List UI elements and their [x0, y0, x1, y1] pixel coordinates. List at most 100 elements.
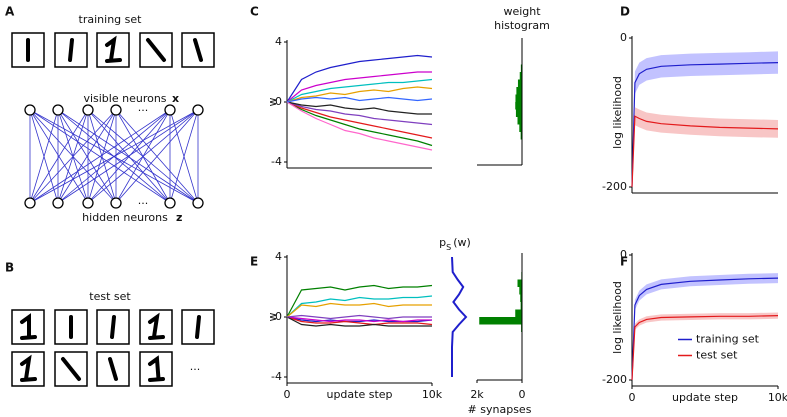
panel-label: E: [250, 255, 258, 269]
digit: [110, 315, 116, 339]
connection: [57, 109, 199, 204]
x-tick-label: 0: [629, 391, 636, 404]
chart-title: histogram: [494, 19, 550, 32]
band: [632, 312, 778, 380]
x-tick-label: 10k: [768, 391, 787, 404]
series-line: [286, 284, 433, 318]
digit: [108, 357, 118, 381]
chart-title: weight: [503, 5, 541, 18]
bar: [516, 87, 522, 95]
series-line: [286, 96, 433, 103]
hidden-symbol: z: [176, 211, 182, 224]
band: [632, 107, 778, 187]
series-line: [286, 101, 432, 115]
series-line: [631, 315, 779, 381]
visible-label: visible neurons: [83, 92, 166, 105]
legend-label: test set: [696, 349, 738, 362]
hidden-label: hidden neurons: [82, 211, 168, 224]
title-sub: S: [446, 243, 451, 252]
connection: [87, 109, 171, 204]
connection: [87, 109, 199, 204]
band: [632, 273, 778, 380]
legend-label: training set: [696, 333, 760, 346]
digit: [20, 354, 37, 382]
bar: [519, 287, 522, 295]
series-line: [286, 78, 433, 103]
neuron: [192, 104, 204, 116]
connection: [115, 109, 199, 204]
series-line: [286, 54, 433, 103]
neuron: [164, 197, 176, 209]
panel-label: D: [620, 5, 630, 19]
bar: [515, 102, 522, 110]
digit: [20, 313, 37, 340]
y-axis-label: w: [266, 313, 279, 322]
neuron: [24, 104, 36, 116]
digit: [146, 38, 166, 62]
connection: [87, 109, 117, 204]
neuron: [164, 104, 176, 116]
connection: [29, 109, 59, 204]
series-line: [286, 316, 432, 327]
series-line: [286, 101, 433, 151]
connection: [29, 109, 171, 204]
series-line: [286, 101, 433, 139]
title-arg: (w): [453, 236, 471, 249]
rbm-diagram: [11, 32, 215, 387]
x-tick-label: 2k: [470, 388, 484, 401]
x-axis-label: update step: [672, 391, 738, 404]
dots: ···: [138, 197, 149, 210]
neuron: [110, 104, 122, 116]
x-tick-label: 0: [284, 388, 291, 401]
y-tick-label: 4: [275, 35, 282, 48]
series-line: [631, 62, 779, 188]
visible-symbol: x: [172, 92, 179, 105]
y-tick-label: 0: [275, 310, 282, 323]
connection: [169, 109, 199, 204]
series-line: [286, 314, 432, 320]
bar: [515, 94, 522, 102]
series-line: [286, 316, 433, 326]
neuron: [82, 197, 94, 209]
neuron: [52, 104, 64, 116]
connection: [57, 109, 117, 204]
series-line: [631, 277, 779, 381]
title-base: p: [439, 236, 446, 249]
bar: [520, 64, 522, 72]
digit: [193, 38, 203, 62]
y-tick-label: -4: [271, 370, 282, 383]
series-line: [286, 71, 432, 103]
y-tick-label: -200: [602, 373, 627, 386]
bar: [515, 109, 522, 117]
y-tick-label: 0: [275, 95, 282, 108]
test-title: test set: [89, 290, 131, 303]
series-line: [631, 115, 779, 188]
bar: [515, 309, 522, 317]
neuron: [82, 104, 94, 116]
bar: [519, 72, 522, 80]
series-line: [286, 101, 433, 147]
connection: [29, 109, 89, 204]
dots: ···: [190, 363, 201, 376]
series-line: [286, 316, 432, 323]
x-tick-label: 10k: [422, 388, 443, 401]
y-axis-label: log likelihood: [611, 281, 624, 354]
series-line: [286, 101, 433, 126]
bar: [520, 294, 522, 302]
y-axis-label: log likelihood: [611, 76, 624, 149]
panel-label: C: [250, 5, 259, 19]
bar: [479, 317, 522, 325]
connection: [29, 109, 199, 204]
density-line: [451, 256, 468, 377]
panel-label: A: [5, 5, 15, 19]
bar: [519, 124, 522, 132]
digit: [148, 355, 165, 382]
y-tick-label: -4: [271, 155, 282, 168]
x-axis-label: update step: [326, 388, 392, 401]
connection: [29, 109, 117, 204]
y-tick-label: -200: [602, 180, 627, 193]
neuron: [192, 197, 204, 209]
digit: [68, 38, 74, 62]
x-tick-label: 0: [519, 388, 526, 401]
